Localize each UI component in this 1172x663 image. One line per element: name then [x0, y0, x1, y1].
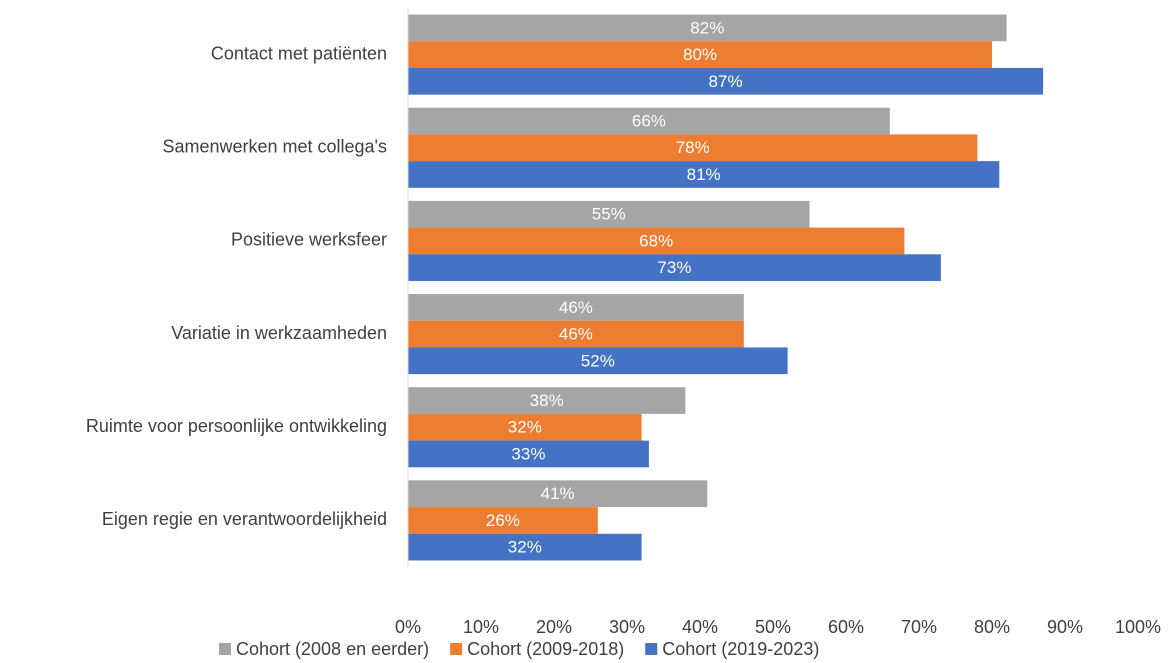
bar: [408, 320, 744, 348]
y-tick-label: Samenwerken met collega's: [162, 137, 387, 157]
bar: [408, 134, 978, 162]
value-label: 87%: [709, 72, 743, 91]
x-tick-label: 40%: [682, 617, 718, 637]
x-tick-label: 70%: [901, 617, 937, 637]
bar: [408, 480, 708, 508]
bar: [408, 200, 810, 228]
value-label: 46%: [559, 298, 593, 317]
value-label: 32%: [508, 418, 542, 437]
x-tick-label: 0%: [395, 617, 421, 637]
value-label: 41%: [541, 484, 575, 503]
x-tick-label: 60%: [828, 617, 864, 637]
bar: [408, 533, 642, 561]
bar: [408, 387, 686, 414]
x-tick-label: 10%: [463, 617, 499, 637]
x-tick-label: 100%: [1115, 617, 1161, 637]
x-tick-label: 20%: [536, 617, 572, 637]
legend-label: Cohort (2009-2018): [467, 639, 624, 659]
y-tick-label: Variatie in werkzaamheden: [171, 323, 387, 343]
value-label: 52%: [581, 351, 615, 370]
legend-label: Cohort (2008 en eerder): [236, 639, 429, 659]
value-label: 73%: [657, 258, 691, 277]
value-label: 80%: [683, 45, 717, 64]
legend-swatch: [645, 643, 658, 655]
value-label: 26%: [486, 511, 520, 530]
bar: [408, 294, 744, 321]
bar: [408, 254, 941, 281]
bar: [408, 413, 642, 441]
x-tick-label: 50%: [755, 617, 791, 637]
bar: [408, 14, 1007, 42]
x-tick-label: 80%: [974, 617, 1010, 637]
value-label: 55%: [592, 205, 626, 224]
bar: [408, 440, 649, 468]
value-label: 68%: [639, 231, 673, 250]
y-tick-label: Contact met patiënten: [211, 43, 387, 63]
legend-swatch: [450, 643, 463, 655]
value-label: 82%: [690, 18, 724, 37]
value-label: 32%: [508, 538, 542, 557]
bar: [408, 507, 598, 534]
value-label: 33%: [511, 444, 545, 463]
value-label: 38%: [530, 391, 564, 410]
legend-swatch: [219, 643, 231, 655]
bar: [408, 41, 992, 68]
y-tick-label: Ruimte voor persoonlijke ontwikkeling: [86, 416, 387, 436]
value-label: 46%: [559, 325, 593, 344]
legend-label: Cohort (2019-2023): [662, 639, 819, 659]
value-label: 78%: [676, 138, 710, 157]
bar: [408, 227, 905, 255]
bar: [408, 347, 788, 375]
x-tick-label: 90%: [1047, 617, 1083, 637]
x-tick-label: 30%: [609, 617, 645, 637]
y-tick-label: Positieve werksfeer: [231, 230, 387, 250]
bar: [408, 107, 890, 135]
y-tick-label: Eigen regie en verantwoordelijkheid: [102, 509, 387, 529]
value-label: 81%: [687, 165, 721, 184]
bar: [408, 161, 1000, 188]
bar: [408, 67, 1044, 95]
value-label: 66%: [632, 112, 666, 131]
